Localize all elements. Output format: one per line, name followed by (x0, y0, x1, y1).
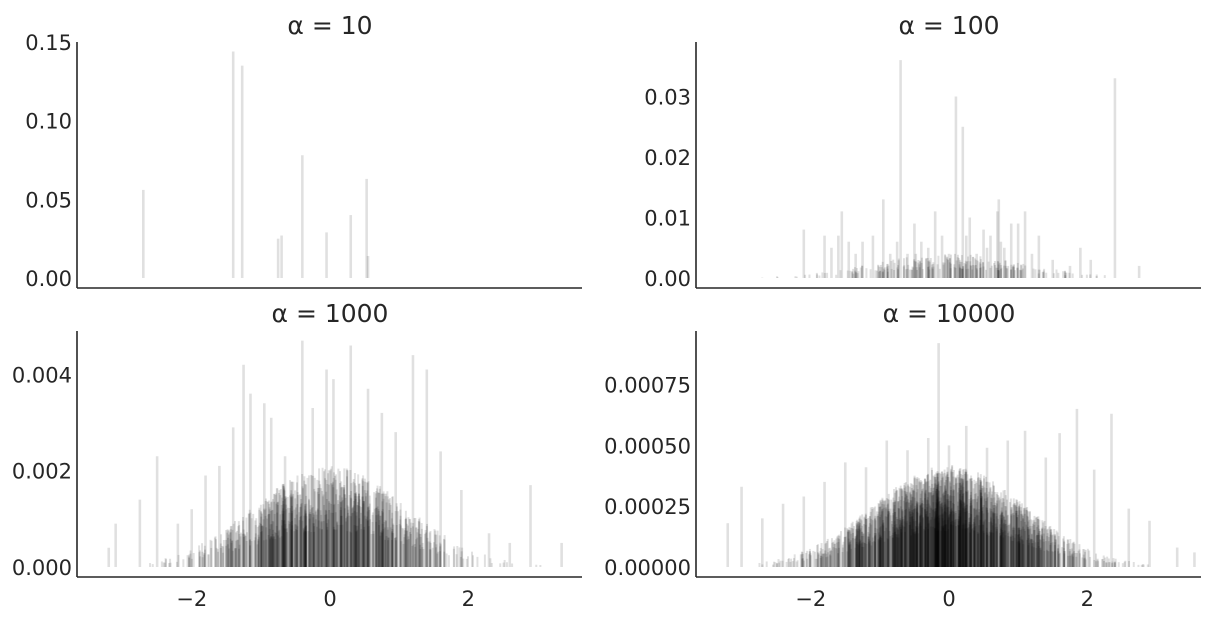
y-tick-label: 0.00075 (604, 374, 691, 398)
y-tick-label: 0.02 (644, 146, 691, 170)
density-mass (761, 253, 1106, 278)
panel-alpha-10: α = 10 0.00 0.05 0.10 0.15 (25, 11, 582, 291)
panel-title: α = 100 (898, 11, 999, 40)
y-tick-label: 0.00050 (604, 434, 691, 458)
ticks-group: 0.00 0.05 0.10 0.15 (25, 31, 72, 291)
x-tick-label: 0 (323, 587, 336, 611)
bars-group (142, 51, 370, 278)
density-mass (758, 464, 1149, 567)
panel-alpha-1000: α = 1000 0.000 0.002 0.004 −2 0 2 (12, 299, 582, 611)
ticks-group: 0.000 0.002 0.004 −2 0 2 (12, 363, 475, 611)
ticks-group: 0.00 0.01 0.02 0.03 (644, 85, 691, 291)
y-tick-label: 0.05 (25, 188, 72, 212)
panel-title: α = 1000 (272, 299, 389, 328)
x-tick-label: 0 (942, 587, 955, 611)
y-tick-label: 0.000 (12, 556, 72, 580)
y-tick-label: 0.00025 (604, 495, 691, 519)
x-tick-label: −2 (176, 587, 207, 611)
y-tick-label: 0.01 (644, 206, 691, 230)
y-tick-label: 0.002 (12, 460, 72, 484)
y-tick-label: 0.004 (12, 363, 72, 387)
y-tick-label: 0.10 (25, 110, 72, 134)
ticks-group: 0.00000 0.00025 0.00050 0.00075 −2 0 2 (604, 374, 1094, 611)
bars-group (107, 340, 563, 567)
density-mass (149, 466, 542, 567)
y-tick-label: 0.03 (644, 85, 691, 109)
bars-group (761, 60, 1141, 278)
y-tick-label: 0.00 (25, 267, 72, 291)
panel-alpha-100: α = 100 0.00 0.01 0.02 0.03 (644, 11, 1201, 291)
x-tick-label: −2 (795, 587, 826, 611)
y-tick-label: 0.00 (644, 267, 691, 291)
x-tick-label: 2 (1081, 587, 1094, 611)
y-tick-label: 0.15 (25, 31, 72, 55)
x-tick-label: 2 (462, 587, 475, 611)
panel-title: α = 10000 (883, 299, 1016, 328)
bars-group (726, 343, 1196, 567)
panel-title: α = 10 (287, 11, 372, 40)
panel-alpha-10000: α = 10000 0.00000 0.00025 0.00050 0.00075 −2… (604, 299, 1201, 611)
y-tick-label: 0.00000 (604, 556, 691, 580)
